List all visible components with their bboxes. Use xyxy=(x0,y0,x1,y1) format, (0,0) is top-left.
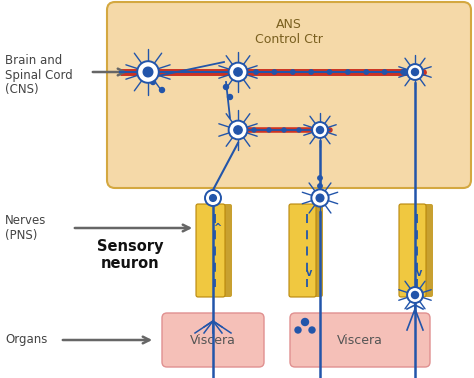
Circle shape xyxy=(328,70,332,74)
FancyBboxPatch shape xyxy=(399,204,426,297)
Circle shape xyxy=(309,327,315,333)
Text: Brain and
Spinal Cord
(CNS): Brain and Spinal Cord (CNS) xyxy=(5,54,73,96)
Circle shape xyxy=(311,189,328,207)
Text: Viscera: Viscera xyxy=(337,333,383,347)
Circle shape xyxy=(282,128,286,132)
FancyBboxPatch shape xyxy=(294,204,323,297)
Circle shape xyxy=(295,327,301,333)
Circle shape xyxy=(143,67,153,77)
Circle shape xyxy=(318,184,322,188)
Circle shape xyxy=(272,70,276,74)
Circle shape xyxy=(301,319,309,325)
Circle shape xyxy=(411,291,419,299)
Circle shape xyxy=(205,190,221,206)
FancyBboxPatch shape xyxy=(404,204,433,297)
Text: Nerves
(PNS): Nerves (PNS) xyxy=(5,214,46,242)
Circle shape xyxy=(228,63,247,81)
Circle shape xyxy=(312,128,316,132)
Circle shape xyxy=(407,64,423,80)
Circle shape xyxy=(228,94,233,99)
Circle shape xyxy=(309,70,313,74)
Circle shape xyxy=(291,70,295,74)
Circle shape xyxy=(411,68,419,76)
Text: ANS
Control Ctr: ANS Control Ctr xyxy=(255,18,323,46)
FancyBboxPatch shape xyxy=(290,313,430,367)
Text: ^: ^ xyxy=(213,223,221,233)
Circle shape xyxy=(210,195,216,201)
Text: Sensory
neuron: Sensory neuron xyxy=(97,239,163,271)
FancyBboxPatch shape xyxy=(162,313,264,367)
Circle shape xyxy=(137,61,159,83)
Circle shape xyxy=(254,70,258,74)
Circle shape xyxy=(346,70,350,74)
Text: Viscera: Viscera xyxy=(190,333,236,347)
Circle shape xyxy=(224,85,228,90)
Circle shape xyxy=(297,128,301,132)
Circle shape xyxy=(316,194,324,202)
Circle shape xyxy=(228,121,247,139)
Text: v: v xyxy=(416,268,422,278)
Text: Organs: Organs xyxy=(5,333,47,347)
Circle shape xyxy=(401,70,405,74)
Circle shape xyxy=(151,79,155,85)
Circle shape xyxy=(234,68,242,76)
Circle shape xyxy=(252,128,256,132)
Circle shape xyxy=(159,87,164,93)
Circle shape xyxy=(312,122,328,138)
Text: v: v xyxy=(306,268,312,278)
FancyBboxPatch shape xyxy=(107,2,471,188)
Circle shape xyxy=(402,70,408,74)
FancyBboxPatch shape xyxy=(196,204,225,297)
Circle shape xyxy=(383,70,387,74)
Circle shape xyxy=(234,126,242,134)
Circle shape xyxy=(267,128,271,132)
Circle shape xyxy=(364,70,368,74)
FancyBboxPatch shape xyxy=(289,204,316,297)
Circle shape xyxy=(407,287,423,303)
Circle shape xyxy=(318,176,322,180)
Circle shape xyxy=(317,127,324,133)
FancyBboxPatch shape xyxy=(201,204,232,297)
Circle shape xyxy=(418,70,422,74)
